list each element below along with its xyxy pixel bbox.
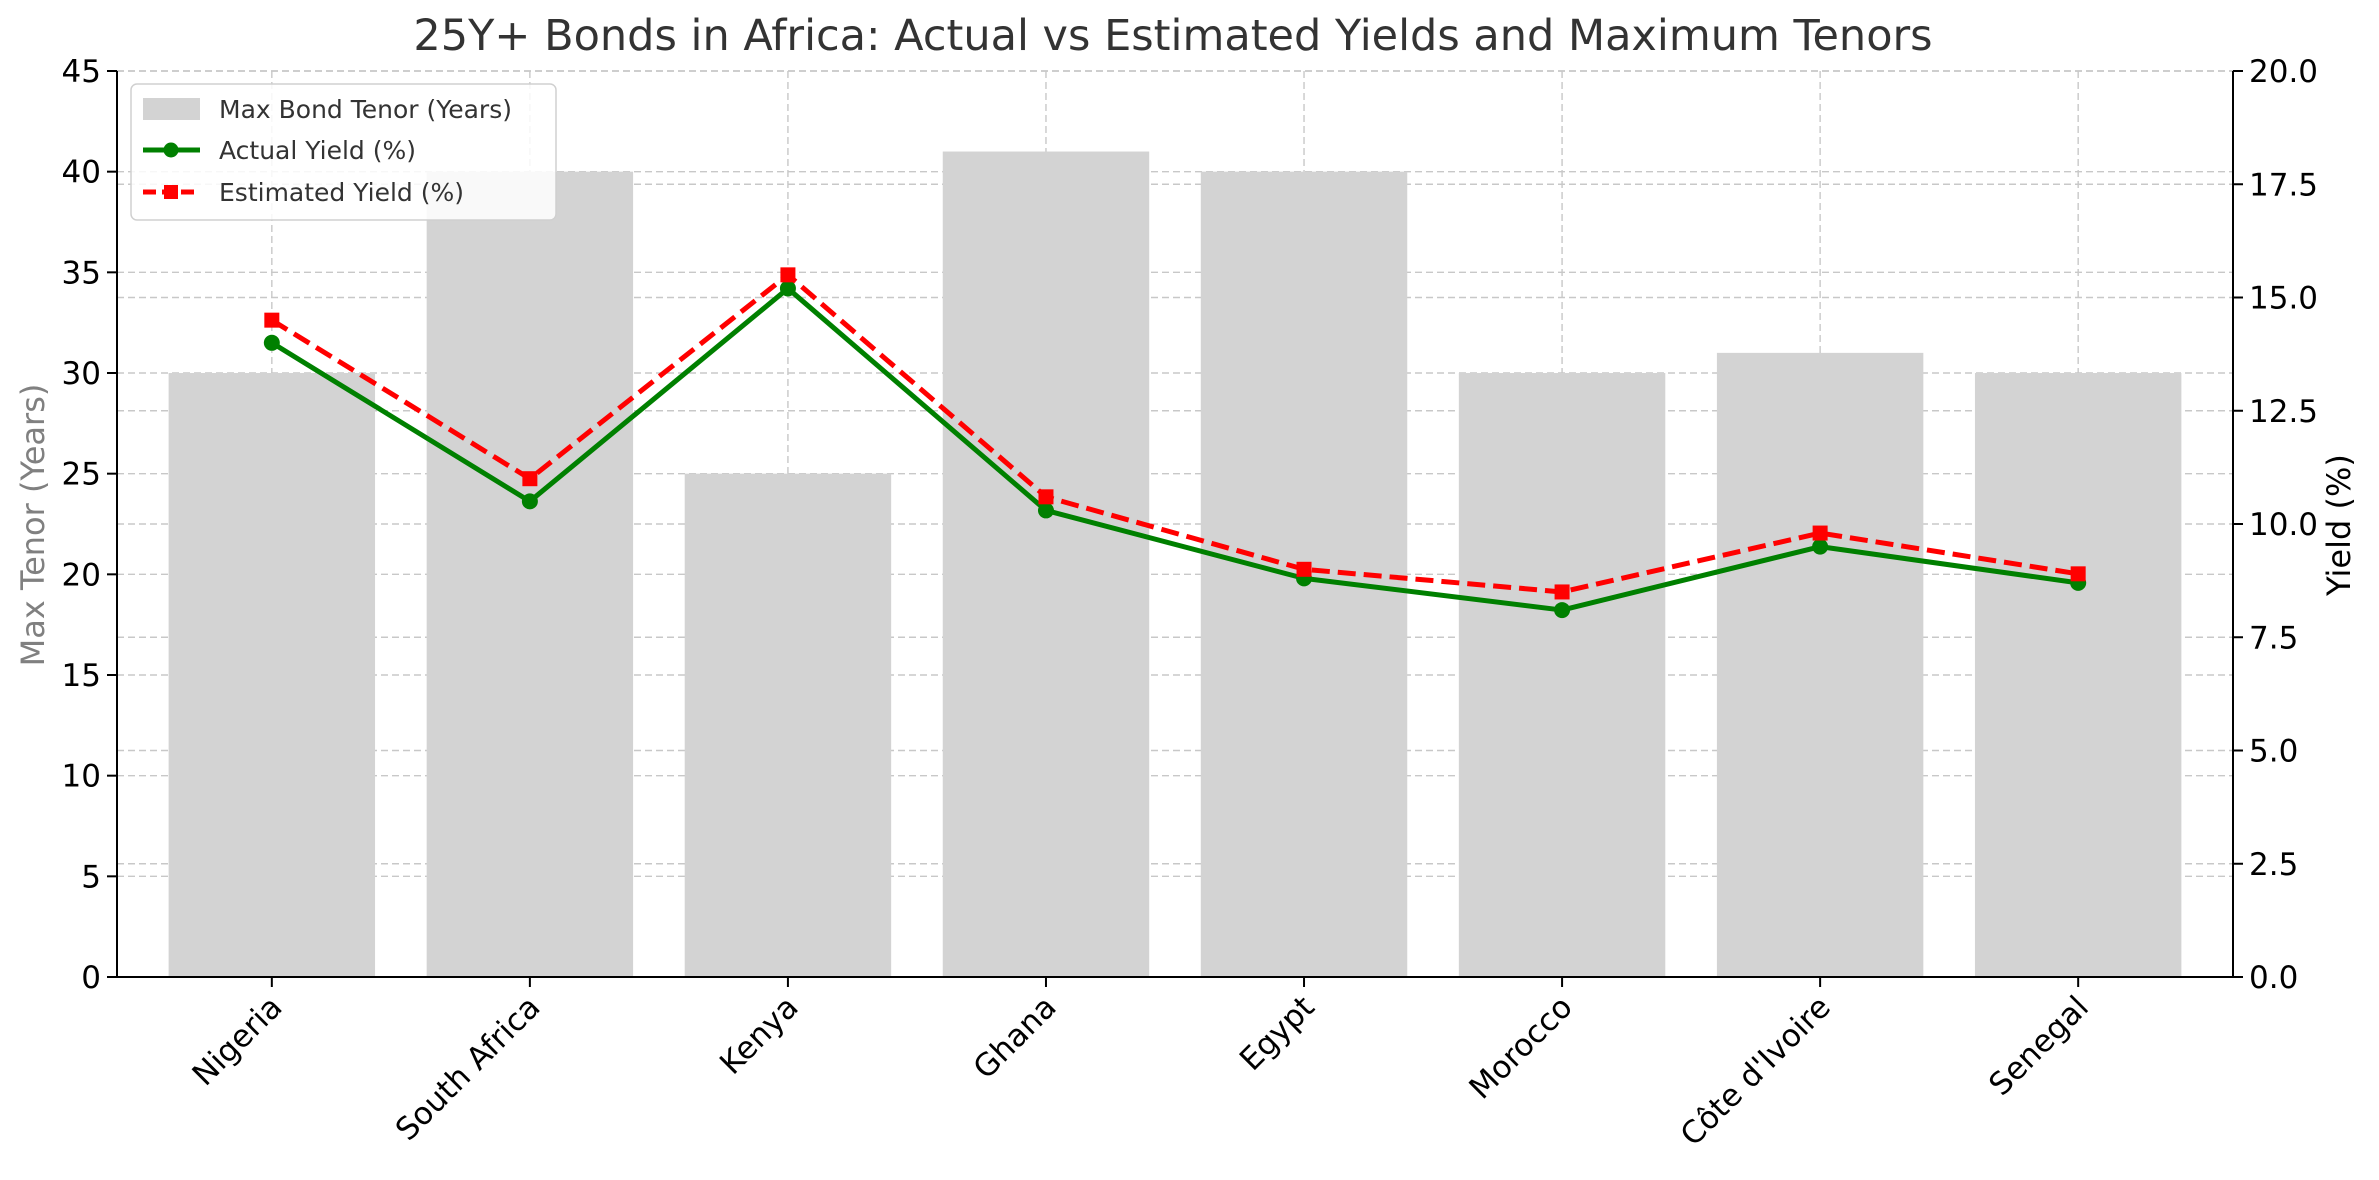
data-point: [264, 312, 280, 328]
chart-title: 25Y+ Bonds in Africa: Actual vs Estimate…: [413, 11, 1932, 61]
y-tick-label-right: 10.0: [2249, 507, 2318, 543]
legend-box: [130, 83, 557, 221]
bar: [426, 171, 634, 977]
y-tick-label-right: 5.0: [2249, 734, 2298, 770]
data-point: [263, 334, 280, 351]
bar-series: [168, 151, 2182, 978]
y-tick-label-right: 12.5: [2249, 394, 2318, 430]
y-axis-left-label: Max Tenor (Years): [14, 384, 52, 667]
x-tick-label: Kenya: [713, 989, 806, 1082]
y-tick-label-left: 35: [62, 255, 101, 291]
y-tick-label-left: 20: [62, 557, 101, 593]
data-point: [779, 280, 796, 297]
legend-label: Estimated Yield (%): [219, 178, 464, 207]
data-point: [521, 493, 538, 510]
legend-marker: [164, 185, 178, 199]
legend-marker: [163, 142, 179, 158]
legend-swatch-bar: [143, 98, 200, 120]
x-tick-label: Egypt: [1233, 989, 1322, 1078]
y-tick-label-left: 0: [81, 960, 101, 996]
data-point: [1554, 584, 1570, 600]
legend: Max Bond Tenor (Years) Actual Yield (%) Es…: [130, 83, 557, 221]
bar: [168, 373, 376, 977]
x-tick-label: Ghana: [967, 989, 1064, 1086]
data-point: [2070, 566, 2086, 582]
x-tick-label: Senegal: [1982, 989, 2096, 1103]
legend-label: Actual Yield (%): [219, 136, 416, 165]
y-tick-label-left: 5: [81, 859, 101, 895]
bar: [1974, 373, 2182, 977]
data-point: [1038, 489, 1054, 505]
y-tick-label-left: 45: [62, 54, 101, 90]
data-point: [1554, 602, 1571, 619]
y-axis-right-label: Yield (%): [2320, 454, 2358, 597]
data-point: [522, 471, 538, 487]
series-line: [270, 272, 2079, 595]
y-tick-label-right: 7.5: [2249, 620, 2298, 656]
y-tick-label-left: 30: [62, 356, 101, 392]
series-line: [270, 285, 2079, 613]
bar: [1458, 373, 1666, 977]
bar: [1716, 352, 1924, 977]
legend-label: Max Bond Tenor (Years): [219, 95, 512, 124]
data-point: [1296, 561, 1312, 577]
line-series: [263, 267, 2087, 619]
data-point: [1812, 525, 1828, 541]
y-tick-label-right: 20.0: [2249, 54, 2318, 90]
data-point: [780, 267, 796, 283]
x-tick-label: South Africa: [389, 989, 548, 1148]
y-tick-label-left: 25: [62, 457, 101, 493]
y-tick-label-left: 10: [62, 759, 101, 795]
x-tick-label: Nigeria: [186, 989, 290, 1093]
y-tick-label-right: 17.5: [2249, 167, 2318, 203]
y-tick-label-left: 15: [62, 658, 101, 694]
bar: [684, 473, 892, 977]
x-tick-label: Côte d'Ivoire: [1674, 989, 1838, 1153]
y-tick-label-right: 2.5: [2249, 847, 2298, 883]
y-tick-label-right: 0.0: [2249, 960, 2298, 996]
bar: [942, 151, 1150, 978]
y-tick-label-right: 15.0: [2249, 281, 2318, 317]
x-tick-label: Morocco: [1462, 989, 1579, 1106]
data-point: [1812, 538, 1829, 555]
y-tick-label-left: 40: [62, 155, 101, 191]
data-point: [1037, 502, 1054, 519]
